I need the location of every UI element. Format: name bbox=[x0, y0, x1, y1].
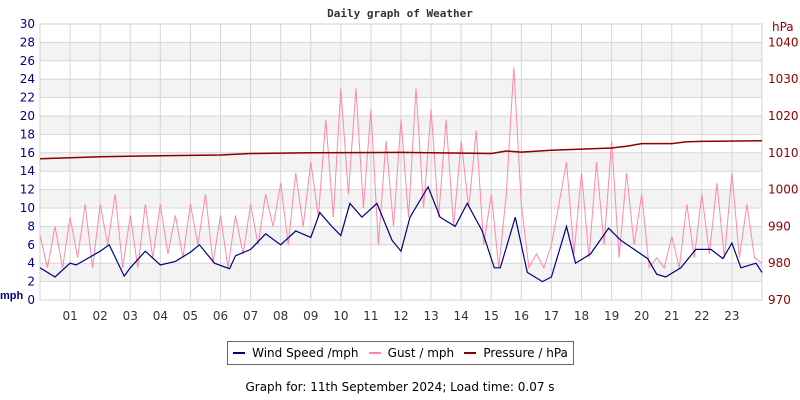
pressure-line bbox=[39, 139, 763, 160]
x-tick-label: 11 bbox=[363, 309, 378, 323]
x-tick-label: 23 bbox=[724, 309, 739, 323]
left-tick-label: 22 bbox=[20, 91, 35, 105]
x-tick-label: 16 bbox=[514, 309, 529, 323]
legend-item-gust: Gust / mph bbox=[368, 346, 455, 360]
chart-title: Daily graph of Weather bbox=[327, 7, 473, 20]
left-tick-label: 26 bbox=[20, 54, 35, 68]
right-tick-label: 970 bbox=[768, 293, 791, 307]
x-tick-label: 19 bbox=[604, 309, 619, 323]
left-tick-label: 30 bbox=[20, 17, 35, 31]
legend-label: Gust / mph bbox=[387, 346, 455, 360]
legend-label: Wind Speed /mph bbox=[252, 346, 359, 360]
right-tick-label: 1000 bbox=[768, 183, 799, 197]
right-tick-label: 990 bbox=[768, 219, 791, 233]
x-tick-label: 03 bbox=[123, 309, 138, 323]
left-tick-label: 14 bbox=[20, 164, 35, 178]
left-tick-label: 2 bbox=[27, 275, 35, 289]
plot-border bbox=[39, 23, 763, 301]
legend-item-wind: Wind Speed /mph bbox=[233, 346, 358, 360]
x-tick-label: 13 bbox=[423, 309, 438, 323]
x-tick-label: 15 bbox=[484, 309, 499, 323]
x-tick-label: 12 bbox=[393, 309, 408, 323]
wind-speed-line bbox=[39, 185, 763, 283]
left-tick-label: 0 bbox=[27, 293, 35, 307]
x-tick-label: 08 bbox=[273, 309, 288, 323]
left-tick-label: 4 bbox=[27, 256, 35, 270]
right-tick-label: 980 bbox=[768, 256, 791, 270]
x-tick-label: 07 bbox=[243, 309, 258, 323]
x-tick-label: 22 bbox=[694, 309, 709, 323]
pressure-swatch bbox=[464, 352, 477, 354]
wind-swatch bbox=[233, 352, 246, 354]
gust-line bbox=[39, 67, 763, 270]
x-tick-label: 21 bbox=[664, 309, 679, 323]
right-tick-label: 1020 bbox=[768, 109, 799, 123]
x-tick-label: 05 bbox=[183, 309, 198, 323]
x-tick-label: 10 bbox=[333, 309, 348, 323]
x-tick-label: 18 bbox=[574, 309, 589, 323]
x-tick-label: 02 bbox=[93, 309, 108, 323]
legend-label: Pressure / hPa bbox=[483, 346, 568, 360]
left-axis-label: mph bbox=[0, 290, 24, 302]
left-tick-label: 28 bbox=[20, 35, 35, 49]
right-tick-label: 1040 bbox=[768, 35, 799, 49]
right-tick-label: 1010 bbox=[768, 146, 799, 160]
left-tick-label: 10 bbox=[20, 201, 35, 215]
left-tick-label: 12 bbox=[20, 183, 35, 197]
x-tick-label: 17 bbox=[544, 309, 559, 323]
left-tick-label: 18 bbox=[20, 127, 35, 141]
gust-swatch bbox=[368, 352, 381, 354]
legend-item-pressure: Pressure / hPa bbox=[464, 346, 568, 360]
x-tick-label: 01 bbox=[62, 309, 77, 323]
x-tick-label: 09 bbox=[303, 309, 318, 323]
legend: Wind Speed /mph Gust / mph Pressure / hP… bbox=[227, 341, 574, 365]
right-axis-label: hPa bbox=[772, 20, 794, 34]
left-tick-label: 6 bbox=[27, 238, 35, 252]
x-tick-label: 20 bbox=[634, 309, 649, 323]
left-tick-label: 24 bbox=[20, 72, 35, 86]
left-tick-label: 20 bbox=[20, 109, 35, 123]
x-tick-label: 04 bbox=[153, 309, 168, 323]
left-tick-label: 8 bbox=[27, 219, 35, 233]
x-tick-label: 14 bbox=[454, 309, 469, 323]
left-tick-label: 16 bbox=[20, 146, 35, 160]
right-tick-label: 1030 bbox=[768, 72, 799, 86]
footer-text: Graph for: 11th September 2024; Load tim… bbox=[245, 380, 555, 394]
x-tick-label: 06 bbox=[213, 309, 228, 323]
